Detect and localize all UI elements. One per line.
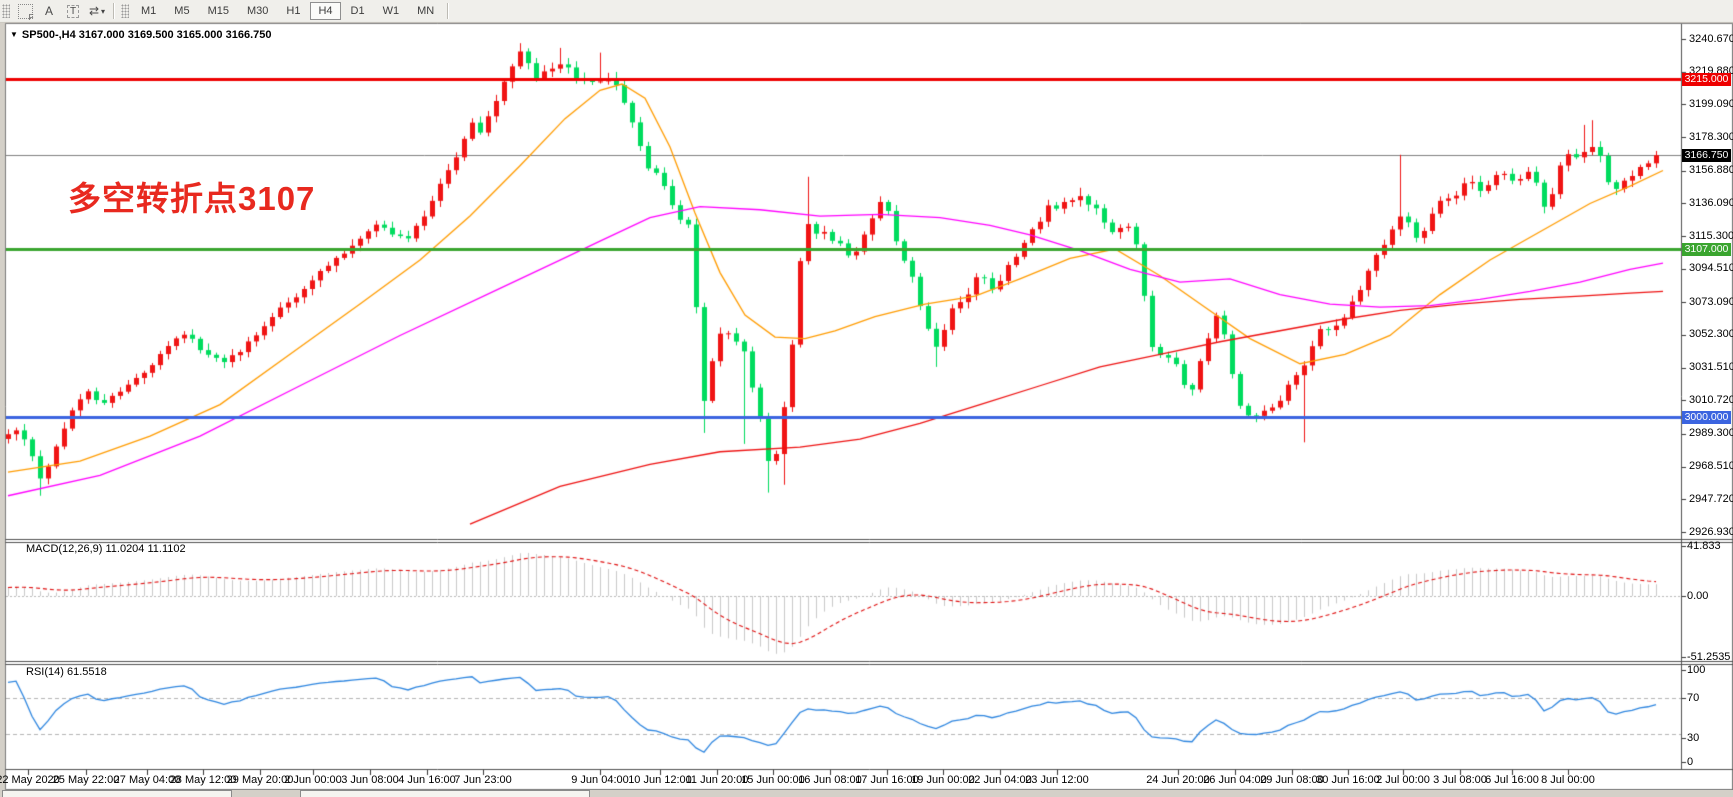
rsi-tick-label: 100 — [1687, 663, 1706, 676]
time-tick-label: 15 Jun 00:00 — [741, 774, 805, 786]
time-tick-label: 16 Jun 08:00 — [798, 774, 862, 786]
price-level-label-3000.000: 3000.000 — [1682, 410, 1731, 424]
time-tick-label: 29 Jun 08:00 — [1260, 774, 1324, 786]
time-tick-label: 7 Jun 23:00 — [454, 774, 512, 786]
time-tick-label: 6 Jul 16:00 — [1485, 774, 1539, 786]
time-tick-label: 2 Jul 00:00 — [1376, 774, 1430, 786]
time-tick-label: 2 Jun 00:00 — [284, 774, 342, 786]
time-tick-label: 22 May 2020 — [0, 774, 60, 786]
rsi-tick-label: 70 — [1687, 691, 1700, 704]
time-tick-label: 9 Jun 04:00 — [571, 774, 629, 786]
macd-tick-label: -51.2535 — [1687, 650, 1731, 663]
time-tick-label: 3 Jun 08:00 — [341, 774, 399, 786]
price-tick-label: 3240.670 — [1689, 32, 1733, 45]
price-tick-label: 2947.720 — [1689, 492, 1733, 505]
price-tick-label: 2968.510 — [1689, 460, 1733, 473]
time-tick-label: 24 Jun 20:00 — [1146, 774, 1210, 786]
price-level-label-3107.000: 3107.000 — [1682, 242, 1731, 256]
time-tick-label: 3 Jul 08:00 — [1433, 774, 1487, 786]
time-tick-label: 30 Jun 16:00 — [1316, 774, 1380, 786]
time-tick-label: 28 May 12:00 — [169, 774, 237, 786]
chart-tab[interactable] — [300, 790, 590, 797]
chart-tab[interactable] — [2, 790, 232, 797]
price-tick-label: 3115.300 — [1689, 229, 1733, 242]
time-tick-label: 23 Jun 12:00 — [1025, 774, 1089, 786]
last-price-label: 3166.750 — [1682, 148, 1731, 162]
macd-indicator-label: MACD(12,26,9) 11.0204 11.1102 — [26, 543, 186, 555]
time-tick-label: 19 Jun 00:00 — [911, 774, 975, 786]
time-tick-label: 22 Jun 04:00 — [968, 774, 1032, 786]
time-tick-label: 29 May 20:00 — [226, 774, 294, 786]
chart-title-text: SP500-,H4 3167.000 3169.500 3165.000 316… — [21, 29, 272, 41]
chart-title-dropdown-icon[interactable]: ▼ — [10, 30, 18, 39]
price-tick-label: 3178.300 — [1689, 130, 1733, 143]
price-tick-label: 3199.090 — [1689, 97, 1733, 110]
chart-title: ▼ SP500-,H4 3167.000 3169.500 3165.000 31… — [10, 29, 271, 41]
price-tick-label: 2989.300 — [1689, 427, 1733, 440]
price-tick-label: 2926.930 — [1689, 525, 1733, 538]
time-tick-label: 8 Jul 00:00 — [1541, 774, 1595, 786]
rsi-tick-label: 30 — [1687, 731, 1700, 744]
time-tick-label: 27 May 04:00 — [113, 774, 181, 786]
price-tick-label: 3031.510 — [1689, 361, 1733, 374]
time-tick-label: 25 May 22:00 — [52, 774, 120, 786]
time-tick-label: 11 Jun 20:00 — [685, 774, 749, 786]
chart-annotation: 多空转折点3107 — [68, 180, 316, 217]
window-tabs-strip — [0, 790, 1733, 797]
macd-tick-label: 0.00 — [1687, 589, 1709, 602]
price-tick-label: 3156.880 — [1689, 164, 1733, 177]
rsi-indicator-label: RSI(14) 61.5518 — [26, 666, 107, 678]
macd-tick-label: 41.833 — [1687, 539, 1721, 552]
price-tick-label: 3094.510 — [1689, 262, 1733, 275]
price-tick-label: 3052.300 — [1689, 328, 1733, 341]
price-tick-label: 3136.090 — [1689, 196, 1733, 209]
time-tick-label: 26 Jun 04:00 — [1203, 774, 1267, 786]
rsi-tick-label: 0 — [1687, 755, 1694, 768]
price-level-label-3215.000: 3215.000 — [1682, 72, 1731, 86]
price-tick-label: 3010.720 — [1689, 393, 1733, 406]
time-tick-label: 17 Jun 16:00 — [855, 774, 919, 786]
time-tick-label: 4 Jun 16:00 — [398, 774, 456, 786]
time-tick-label: 10 Jun 12:00 — [628, 774, 692, 786]
price-tick-label: 3073.090 — [1689, 295, 1733, 308]
